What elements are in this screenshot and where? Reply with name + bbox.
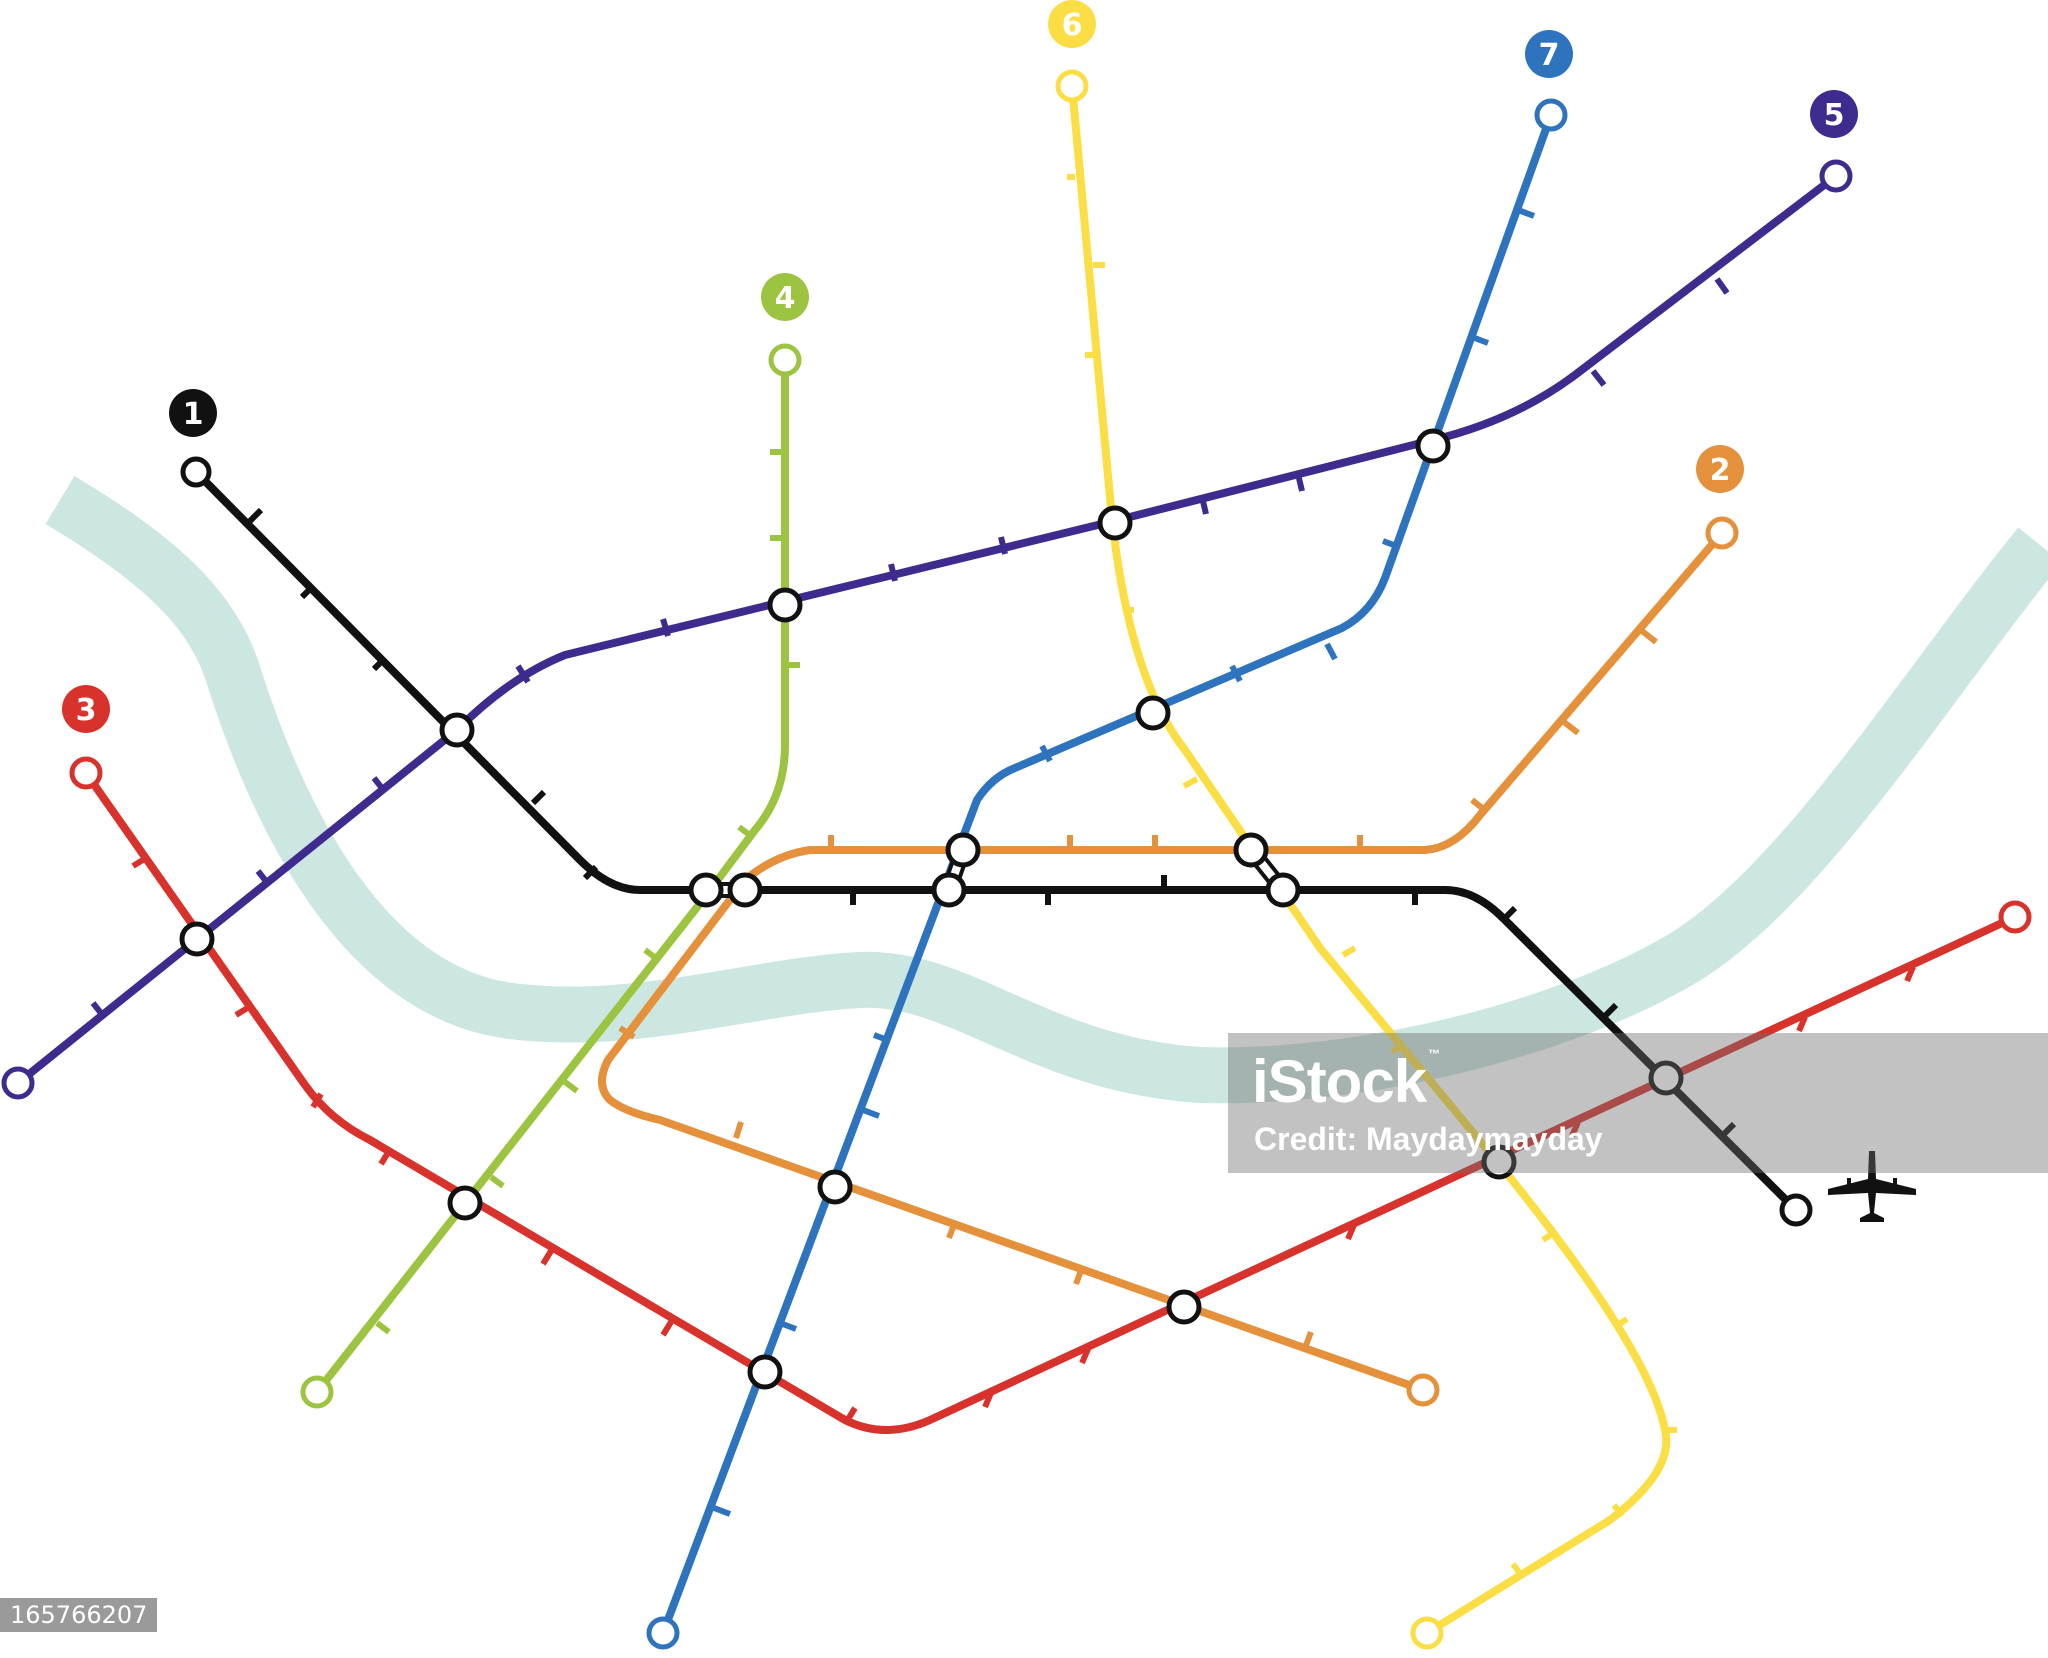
interchange-station[interactable] xyxy=(447,1185,483,1221)
terminus-line-2-east[interactable] xyxy=(1705,516,1739,550)
interchange-station[interactable] xyxy=(817,1169,853,1205)
interchange-station[interactable] xyxy=(1166,1289,1202,1325)
airplane-icon xyxy=(1828,1151,1916,1222)
watermark-brand: iStock ™ xyxy=(1252,1047,1440,1116)
interchange-station[interactable] xyxy=(747,1354,783,1390)
terminus-line-7-south[interactable] xyxy=(646,1616,680,1650)
terminus-line-6-south[interactable] xyxy=(1410,1616,1444,1650)
terminus-line-4-north[interactable] xyxy=(768,343,802,377)
line-badge-4: 4 xyxy=(761,273,809,321)
terminus-line-7-north[interactable] xyxy=(1534,98,1568,132)
line-badge-label: 4 xyxy=(775,281,796,316)
image-id-label: 165766207 xyxy=(0,1598,158,1632)
line-badge-label: 3 xyxy=(76,693,97,728)
line-7 xyxy=(659,111,1555,1637)
interchange-station[interactable] xyxy=(1648,1060,1684,1096)
line-2 xyxy=(598,529,1726,1394)
line-badge-3: 3 xyxy=(62,685,110,733)
interchange-station[interactable] xyxy=(945,832,981,868)
line-badge-label: 7 xyxy=(1539,38,1560,73)
interchange-station[interactable] xyxy=(1135,695,1171,731)
line-badge-7: 7 xyxy=(1525,30,1573,78)
terminus-line-4-south[interactable] xyxy=(300,1375,334,1409)
interchange-station[interactable] xyxy=(931,872,967,908)
line-6 xyxy=(1067,82,1677,1637)
line-badge-6: 6 xyxy=(1048,0,1096,48)
interchanges xyxy=(179,428,1684,1390)
interchange-station[interactable] xyxy=(1233,832,1269,868)
interchange-station[interactable] xyxy=(727,872,763,908)
terminus-line-3-east[interactable] xyxy=(1998,900,2032,934)
interchange-station[interactable] xyxy=(1265,872,1301,908)
interchange-station[interactable] xyxy=(1481,1144,1517,1180)
terminus-line-1-north[interactable] xyxy=(180,456,212,488)
terminus-line-5-east[interactable] xyxy=(1819,159,1853,193)
watermark: iStock ™ Credit: Maydaymayday xyxy=(1228,1033,2048,1173)
line-badge-2: 2 xyxy=(1696,445,1744,493)
line-badge-5: 5 xyxy=(1810,90,1858,138)
line-4 xyxy=(313,356,800,1396)
terminus-line-1-south[interactable] xyxy=(1779,1193,1813,1227)
watermark-trademark: ™ xyxy=(1428,1047,1440,1061)
line-3 xyxy=(82,769,2019,1434)
line-badge-1: 1 xyxy=(169,389,217,437)
line-badge-label: 6 xyxy=(1062,8,1083,43)
line-badge-label: 2 xyxy=(1710,453,1731,488)
interchange-station[interactable] xyxy=(439,712,475,748)
line-badge-label: 1 xyxy=(183,397,204,432)
terminus-line-3-west[interactable] xyxy=(69,756,103,790)
terminus-line-2-south[interactable] xyxy=(1406,1373,1440,1407)
terminus-line-5-west[interactable] xyxy=(1,1066,35,1100)
watermark-credit: Credit: Maydaymayday xyxy=(1254,1121,1603,1157)
interchange-station[interactable] xyxy=(1415,428,1451,464)
river xyxy=(45,475,2048,1104)
line-5 xyxy=(14,172,1840,1087)
line-badge-label: 5 xyxy=(1824,98,1845,133)
termini xyxy=(1,69,2032,1650)
line-1 xyxy=(192,468,1800,1214)
interchange-station[interactable] xyxy=(1097,505,1133,541)
terminus-line-6-north[interactable] xyxy=(1055,69,1089,103)
watermark-brand-text: iStock xyxy=(1252,1048,1427,1115)
interchange-station[interactable] xyxy=(179,921,215,957)
interchange-station[interactable] xyxy=(688,872,724,908)
interchange-station[interactable] xyxy=(767,587,803,623)
